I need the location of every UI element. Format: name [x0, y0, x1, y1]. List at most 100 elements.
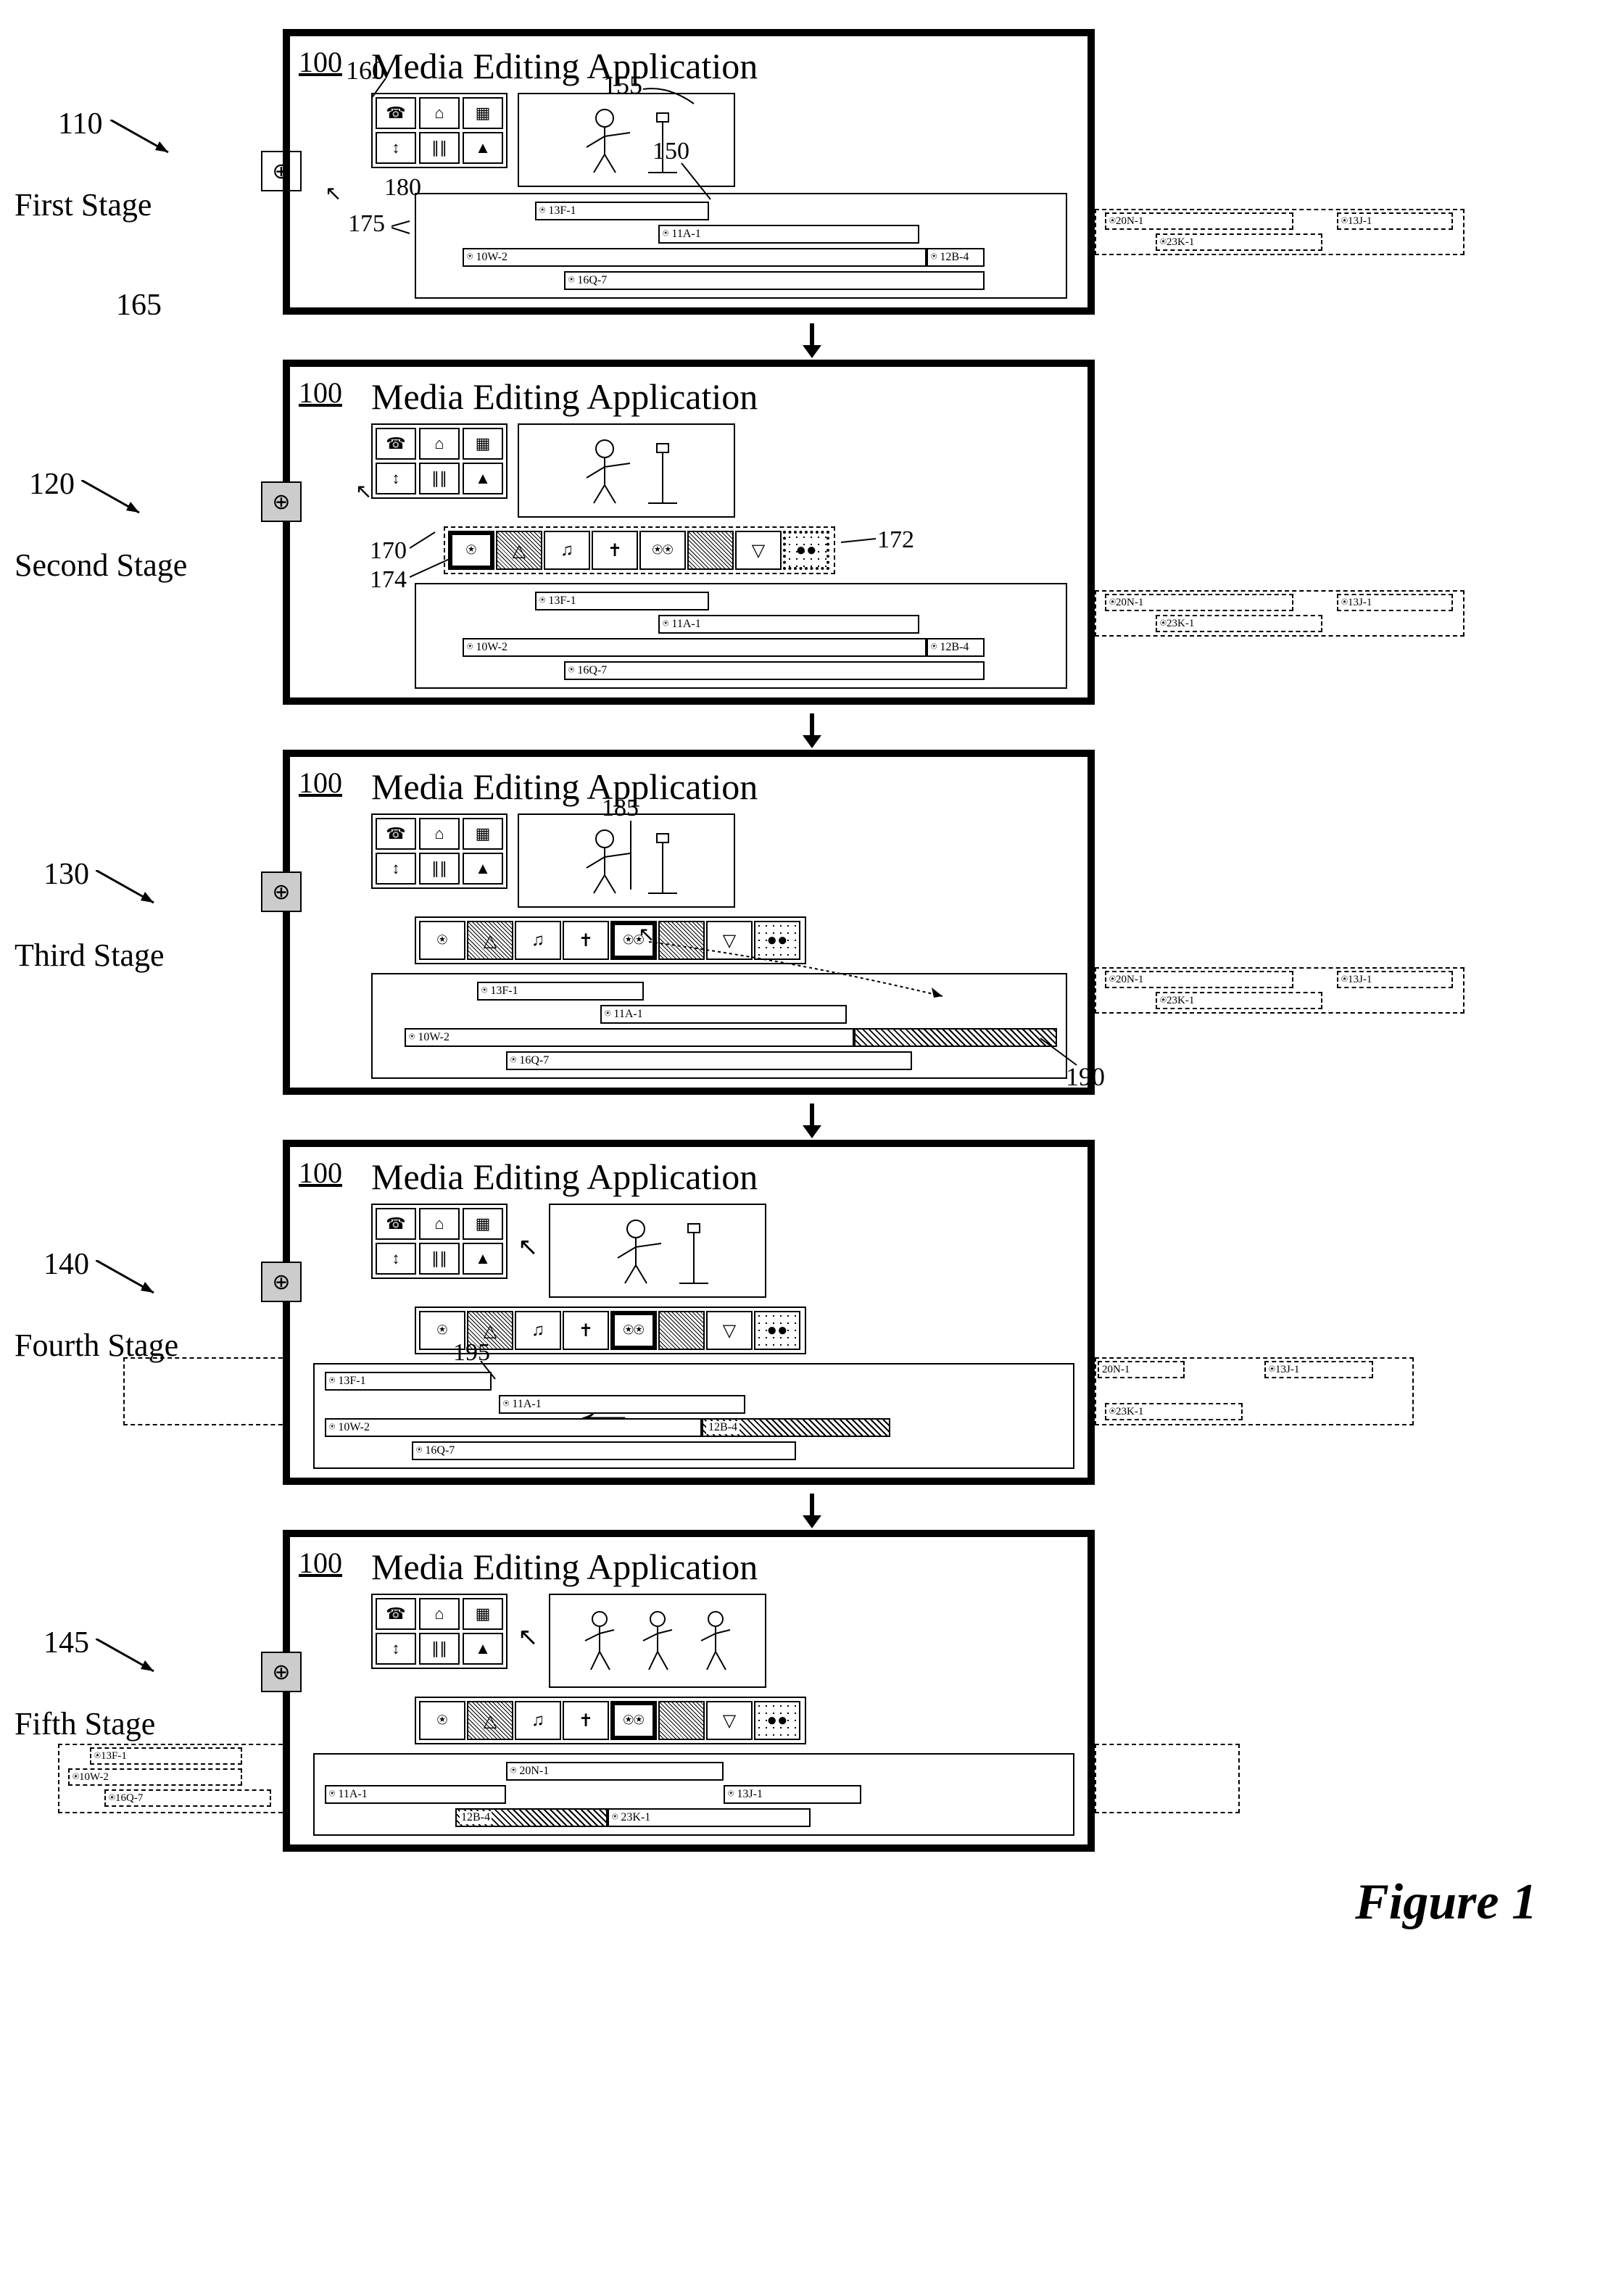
tool-icon-1[interactable]: ☎ [376, 428, 416, 460]
timeline[interactable]: ⍟20N-1 ⍟11A-1 ⍟13J-1 12B-4 ⍟23K-1 [313, 1753, 1074, 1836]
clip-thumb[interactable]: ♫ [515, 1701, 561, 1740]
clip[interactable]: ⍟16Q-7 [506, 1051, 912, 1070]
tool-icon[interactable]: ▦ [463, 1598, 503, 1630]
clip-thumb-2[interactable]: △ [496, 531, 542, 570]
clip-16q7[interactable]: ⍟16Q-7 [564, 661, 985, 680]
clip[interactable]: ⍟11A-1 [325, 1785, 506, 1804]
tool-icon-6[interactable]: ▲ [463, 463, 503, 494]
stage-4-row: 140 Fourth Stage 100 Media Editing Appli… [14, 1140, 1610, 1485]
tool-icon[interactable]: ↕ [376, 853, 416, 885]
clip-thumb[interactable] [658, 1311, 705, 1350]
tool-icon-2[interactable]: ⌂ [419, 428, 460, 460]
target-button[interactable]: ⊕ [261, 151, 302, 191]
clip-thumb-3[interactable]: ♫ [544, 531, 590, 570]
ref-172: 172 [877, 526, 914, 554]
app-window-5: 100 Media Editing Application ☎ ⌂ ▦ ↕ ∥∥… [283, 1530, 1095, 1852]
clip-label: 11A-1 [613, 1008, 642, 1021]
clip-thumb-1[interactable]: ⍟ [448, 531, 494, 570]
clip-thumb-7[interactable]: ▽ [735, 531, 782, 570]
tool-icon-6[interactable]: ▲ [463, 132, 503, 164]
clip-thumb-4[interactable]: ✝ [592, 531, 638, 570]
clip-10w2[interactable]: ⍟10W-2 [463, 638, 927, 657]
clip-12b4[interactable]: ⍟12B-4 [927, 248, 985, 267]
clip-11a1[interactable]: ⍟11A-1 [658, 225, 919, 244]
clip-thumb[interactable]: ⍟⍟ [610, 1311, 657, 1350]
clip[interactable]: ⍟10W-2 [325, 1418, 702, 1437]
clip-thumb[interactable]: ✝ [563, 1701, 609, 1740]
clip[interactable]: ⍟11A-1 [600, 1005, 847, 1024]
clip[interactable]: ⍟23K-1 [608, 1808, 811, 1827]
clip-thumb[interactable]: ●● [754, 1701, 800, 1740]
clip-thumb-6[interactable] [687, 531, 734, 570]
tool-icon[interactable]: ↕ [376, 1243, 416, 1275]
clip-thumb-8[interactable]: ●● [783, 531, 829, 570]
target-button[interactable]: ⊕ [261, 481, 302, 522]
target-button[interactable]: ⊕ [261, 871, 302, 912]
tool-icon[interactable]: ↕ [376, 1633, 416, 1665]
clip-crosshatch[interactable] [854, 1028, 1057, 1047]
clip-strip[interactable]: ⍟ △ ♫ ✝ ⍟⍟ ▽ ●● [415, 1697, 806, 1744]
tool-icon[interactable]: ⌂ [419, 1598, 460, 1630]
clip-thumb-5[interactable]: ⍟⍟ [639, 531, 686, 570]
clip-thumb[interactable] [658, 1701, 705, 1740]
ref-145-text: 145 [44, 1626, 89, 1660]
clip[interactable]: ⍟13F-1 [477, 982, 644, 1001]
tool-icon[interactable]: ☎ [376, 1208, 416, 1240]
clip-13f1[interactable]: ⍟13F-1 [535, 202, 709, 220]
clip-thumb[interactable]: ●● [754, 1311, 800, 1350]
clip[interactable]: ⍟16Q-7 [412, 1441, 796, 1460]
clip-thumb[interactable]: ▽ [706, 1311, 753, 1350]
clip-thumb[interactable]: ✝ [563, 1311, 609, 1350]
clip[interactable]: ⍟10W-2 [405, 1028, 854, 1047]
clip-strip[interactable]: ⍟ △ ♫ ✝ ⍟⍟ ▽ ●● [444, 526, 835, 574]
clip[interactable]: ⍟13F-1 [325, 1372, 492, 1391]
clip-thumb[interactable]: ▽ [706, 1701, 753, 1740]
target-button[interactable]: ⊕ [261, 1652, 302, 1692]
tool-icon-4[interactable]: ↕ [376, 132, 416, 164]
clip-label: 16Q-7 [577, 274, 607, 287]
tool-icon[interactable]: ☎ [376, 1598, 416, 1630]
tool-icon-5[interactable]: ∥∥ [419, 463, 460, 494]
clip-crosshatch[interactable]: 12B-4 [702, 1418, 890, 1437]
tool-icon-4[interactable]: ↕ [376, 463, 416, 494]
tool-icon-1[interactable]: ☎ [376, 97, 416, 129]
clip[interactable]: ⍟13J-1 [724, 1785, 861, 1804]
tool-icon[interactable]: ▦ [463, 1208, 503, 1240]
clip-thumb[interactable]: △ [467, 921, 513, 960]
clip-16q7[interactable]: ⍟16Q-7 [564, 271, 985, 290]
clip-thumb[interactable]: △ [467, 1701, 513, 1740]
clip-thumb[interactable]: ✝ [563, 921, 609, 960]
timeline[interactable]: ⍟13F-1 ⍟11A-1 ⍟10W-2 ⍟16Q-7 [371, 973, 1067, 1079]
tool-icon[interactable]: ▲ [463, 1633, 503, 1665]
clip[interactable]: ⍟20N-1 [506, 1762, 724, 1781]
tool-icon-2[interactable]: ⌂ [419, 97, 460, 129]
clip-label: 11A-1 [671, 228, 700, 241]
clip-thumb[interactable]: ⍟ [419, 1701, 465, 1740]
tool-icon-3[interactable]: ▦ [463, 97, 503, 129]
clip-12b4[interactable]: ⍟12B-4 [927, 638, 985, 657]
clip-thumb[interactable]: ⍟⍟ [610, 1701, 657, 1740]
timeline[interactable]: ⍟13F-1 ⍟11A-1 ⍟10W-2⍟12B-4 ⍟16Q-7 [415, 583, 1067, 689]
tool-icon-3[interactable]: ▦ [463, 428, 503, 460]
clip-11a1[interactable]: ⍟11A-1 [658, 615, 919, 634]
clip-crosshatch[interactable]: 12B-4 [455, 1808, 608, 1827]
tool-icon[interactable]: ∥∥ [419, 1243, 460, 1275]
ref-140: 140 [44, 1247, 89, 1282]
tool-icon[interactable]: ▲ [463, 1243, 503, 1275]
target-button[interactable]: ⊕ [261, 1262, 302, 1302]
tool-icon-5[interactable]: ∥∥ [419, 132, 460, 164]
tool-icon[interactable]: ⌂ [419, 818, 460, 850]
tool-icon[interactable]: ▦ [463, 818, 503, 850]
tool-icon[interactable]: ∥∥ [419, 853, 460, 885]
tool-icon[interactable]: ⌂ [419, 1208, 460, 1240]
tool-icon[interactable]: ∥∥ [419, 1633, 460, 1665]
timeline[interactable]: ⍟13F-1 ⍟11A-1 ⍟10W-2 ⍟12B-4 ⍟16Q-7 [415, 193, 1067, 299]
clip-10w2[interactable]: ⍟10W-2 [463, 248, 927, 267]
clip-thumb[interactable]: ♫ [515, 921, 561, 960]
clip-thumb[interactable]: ♫ [515, 1311, 561, 1350]
timeline[interactable]: ⍟13F-1 ⍟11A-1 ← ⍟10W-2 12B-4 ⍟16Q-7 [313, 1363, 1074, 1469]
tool-icon[interactable]: ☎ [376, 818, 416, 850]
clip-thumb[interactable]: ⍟ [419, 921, 465, 960]
clip-13f1[interactable]: ⍟13F-1 [535, 592, 709, 610]
tool-icon[interactable]: ▲ [463, 853, 503, 885]
